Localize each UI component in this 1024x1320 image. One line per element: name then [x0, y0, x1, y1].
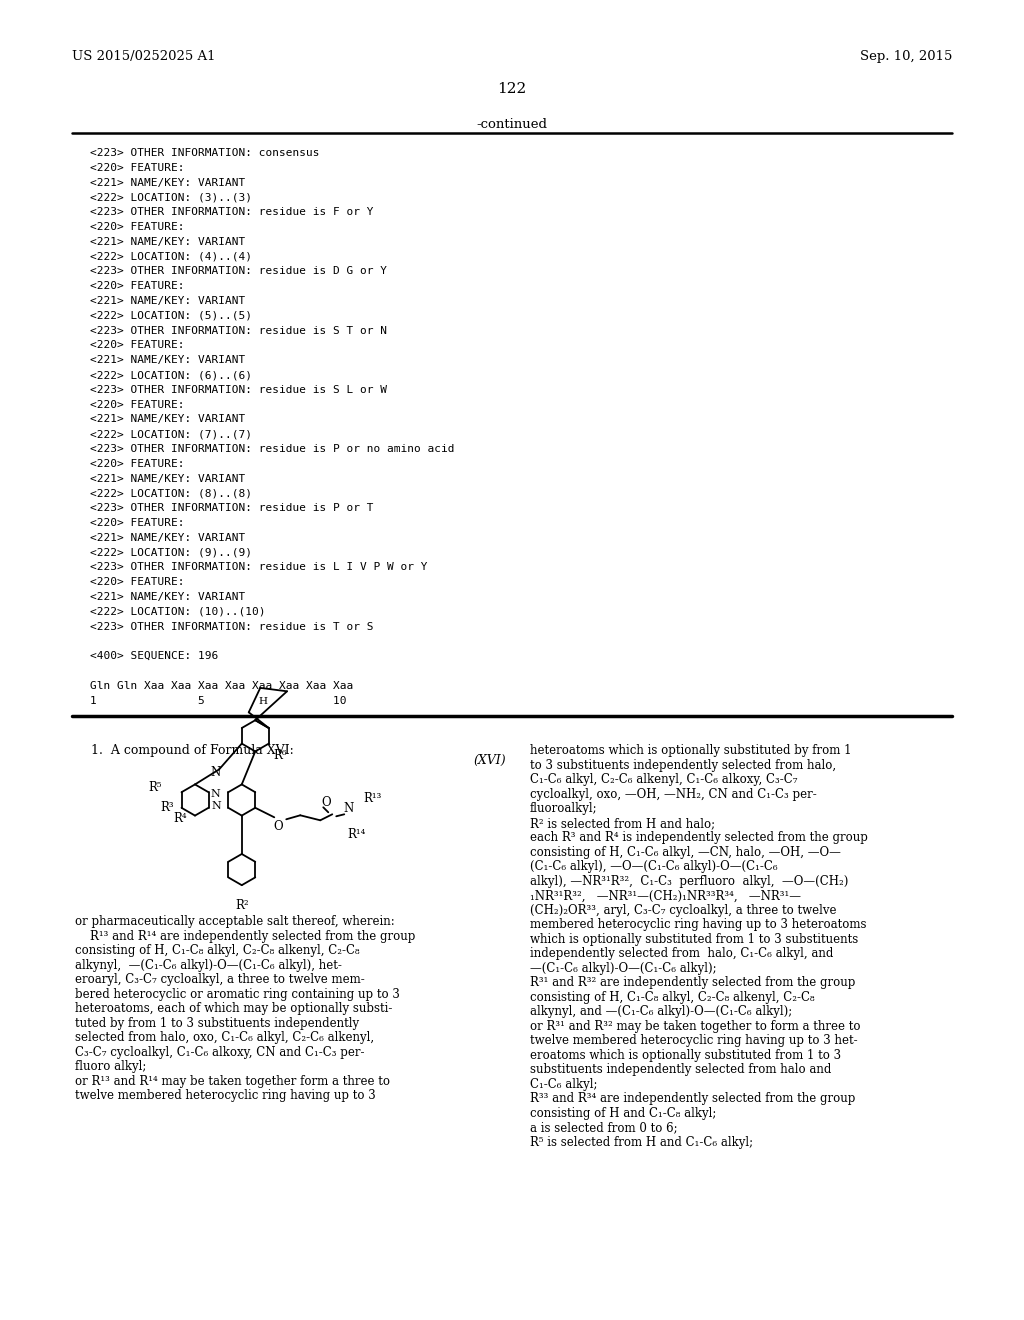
- Text: <223> OTHER INFORMATION: consensus: <223> OTHER INFORMATION: consensus: [90, 148, 319, 158]
- Text: (CH₂)₂OR³³, aryl, C₃-C₇ cycloalkyl, a three to twelve: (CH₂)₂OR³³, aryl, C₃-C₇ cycloalkyl, a th…: [530, 904, 837, 917]
- Text: <223> OTHER INFORMATION: residue is F or Y: <223> OTHER INFORMATION: residue is F or…: [90, 207, 374, 218]
- Text: heteroatoms, each of which may be optionally substi-: heteroatoms, each of which may be option…: [75, 1002, 392, 1015]
- Text: <223> OTHER INFORMATION: residue is P or T: <223> OTHER INFORMATION: residue is P or…: [90, 503, 374, 513]
- Text: <221> NAME/KEY: VARIANT: <221> NAME/KEY: VARIANT: [90, 474, 246, 483]
- Text: tuted by from 1 to 3 substituents independently: tuted by from 1 to 3 substituents indepe…: [75, 1016, 359, 1030]
- Text: <220> FEATURE:: <220> FEATURE:: [90, 281, 184, 292]
- Text: independently selected from  halo, C₁-C₆ alkyl, and: independently selected from halo, C₁-C₆ …: [530, 948, 834, 961]
- Text: <222> LOCATION: (3)..(3): <222> LOCATION: (3)..(3): [90, 193, 252, 202]
- Text: consisting of H, C₁-C₆ alkyl, —CN, halo, —OH, —O—: consisting of H, C₁-C₆ alkyl, —CN, halo,…: [530, 846, 841, 859]
- Text: <223> OTHER INFORMATION: residue is S L or W: <223> OTHER INFORMATION: residue is S L …: [90, 385, 387, 395]
- Text: <221> NAME/KEY: VARIANT: <221> NAME/KEY: VARIANT: [90, 236, 246, 247]
- Text: to 3 substituents independently selected from halo,: to 3 substituents independently selected…: [530, 759, 837, 772]
- Text: eroaryl, C₃-C₇ cycloalkyl, a three to twelve mem-: eroaryl, C₃-C₇ cycloalkyl, a three to tw…: [75, 973, 365, 986]
- Text: 1.  A compound of Formula XVI:: 1. A compound of Formula XVI:: [75, 744, 294, 758]
- Text: consisting of H and C₁-C₈ alkyl;: consisting of H and C₁-C₈ alkyl;: [530, 1107, 717, 1119]
- Text: substituents independently selected from halo and: substituents independently selected from…: [530, 1064, 831, 1076]
- Text: <223> OTHER INFORMATION: residue is T or S: <223> OTHER INFORMATION: residue is T or…: [90, 622, 374, 631]
- Text: <221> NAME/KEY: VARIANT: <221> NAME/KEY: VARIANT: [90, 355, 246, 366]
- Text: <220> FEATURE:: <220> FEATURE:: [90, 459, 184, 469]
- Text: <221> NAME/KEY: VARIANT: <221> NAME/KEY: VARIANT: [90, 533, 246, 543]
- Text: R⁶: R⁶: [273, 748, 288, 762]
- Text: twelve membered heterocyclic ring having up to 3 het-: twelve membered heterocyclic ring having…: [530, 1035, 858, 1047]
- Text: <222> LOCATION: (6)..(6): <222> LOCATION: (6)..(6): [90, 370, 252, 380]
- Text: <220> FEATURE:: <220> FEATURE:: [90, 162, 184, 173]
- Text: R²: R²: [234, 899, 249, 912]
- Text: or R³¹ and R³² may be taken together to form a three to: or R³¹ and R³² may be taken together to …: [530, 1020, 860, 1032]
- Text: -continued: -continued: [476, 117, 548, 131]
- Text: R¹³: R¹³: [364, 792, 382, 805]
- Text: R² is selected from H and halo;: R² is selected from H and halo;: [530, 817, 715, 830]
- Text: (XVI): (XVI): [474, 754, 506, 767]
- Text: C₁-C₆ alkyl;: C₁-C₆ alkyl;: [530, 1078, 597, 1090]
- Text: <221> NAME/KEY: VARIANT: <221> NAME/KEY: VARIANT: [90, 591, 246, 602]
- Text: <220> FEATURE:: <220> FEATURE:: [90, 517, 184, 528]
- Text: R⁵: R⁵: [148, 780, 162, 793]
- Text: C₁-C₆ alkyl, C₂-C₆ alkenyl, C₁-C₆ alkoxy, C₃-C₇: C₁-C₆ alkyl, C₂-C₆ alkenyl, C₁-C₆ alkoxy…: [530, 774, 798, 787]
- Text: O: O: [322, 796, 331, 809]
- Text: R¹⁴: R¹⁴: [347, 828, 366, 841]
- Text: <223> OTHER INFORMATION: residue is S T or N: <223> OTHER INFORMATION: residue is S T …: [90, 326, 387, 335]
- Text: heteroatoms which is optionally substituted by from 1: heteroatoms which is optionally substitu…: [530, 744, 852, 758]
- Text: 122: 122: [498, 82, 526, 96]
- Text: <222> LOCATION: (7)..(7): <222> LOCATION: (7)..(7): [90, 429, 252, 440]
- Text: <222> LOCATION: (5)..(5): <222> LOCATION: (5)..(5): [90, 310, 252, 321]
- Text: <220> FEATURE:: <220> FEATURE:: [90, 400, 184, 409]
- Text: R³¹ and R³² are independently selected from the group: R³¹ and R³² are independently selected f…: [530, 977, 855, 990]
- Text: bered heterocyclic or aromatic ring containing up to 3: bered heterocyclic or aromatic ring cont…: [75, 987, 400, 1001]
- Text: <221> NAME/KEY: VARIANT: <221> NAME/KEY: VARIANT: [90, 296, 246, 306]
- Text: which is optionally substituted from 1 to 3 substituents: which is optionally substituted from 1 t…: [530, 933, 858, 946]
- Text: N: N: [211, 789, 220, 799]
- Text: R⁵ is selected from H and C₁-C₆ alkyl;: R⁵ is selected from H and C₁-C₆ alkyl;: [530, 1137, 753, 1148]
- Text: selected from halo, oxo, C₁-C₆ alkyl, C₂-C₆ alkenyl,: selected from halo, oxo, C₁-C₆ alkyl, C₂…: [75, 1031, 374, 1044]
- Text: <222> LOCATION: (10)..(10): <222> LOCATION: (10)..(10): [90, 607, 265, 616]
- Text: —(C₁-C₆ alkyl)-O—(C₁-C₆ alkyl);: —(C₁-C₆ alkyl)-O—(C₁-C₆ alkyl);: [530, 962, 717, 975]
- Text: membered heterocyclic ring having up to 3 heteroatoms: membered heterocyclic ring having up to …: [530, 919, 866, 932]
- Text: R⁴: R⁴: [173, 812, 187, 825]
- Text: R³³ and R³⁴ are independently selected from the group: R³³ and R³⁴ are independently selected f…: [530, 1093, 855, 1105]
- Text: <400> SEQUENCE: 196: <400> SEQUENCE: 196: [90, 651, 218, 661]
- Text: <222> LOCATION: (4)..(4): <222> LOCATION: (4)..(4): [90, 252, 252, 261]
- Text: <221> NAME/KEY: VARIANT: <221> NAME/KEY: VARIANT: [90, 414, 246, 425]
- Text: N: N: [212, 801, 221, 810]
- Text: consisting of H, C₁-C₈ alkyl, C₂-C₈ alkenyl, C₂-C₈: consisting of H, C₁-C₈ alkyl, C₂-C₈ alke…: [530, 991, 815, 1005]
- Text: <223> OTHER INFORMATION: residue is D G or Y: <223> OTHER INFORMATION: residue is D G …: [90, 267, 387, 276]
- Text: alkyl), —NR³¹R³²,  C₁-C₃  perfluoro  alkyl,  —O—(CH₂): alkyl), —NR³¹R³², C₁-C₃ perfluoro alkyl,…: [530, 875, 848, 888]
- Text: <220> FEATURE:: <220> FEATURE:: [90, 341, 184, 350]
- Text: <222> LOCATION: (8)..(8): <222> LOCATION: (8)..(8): [90, 488, 252, 499]
- Text: Sep. 10, 2015: Sep. 10, 2015: [859, 50, 952, 63]
- Text: alkynyl,  —(C₁-C₆ alkyl)-O—(C₁-C₆ alkyl), het-: alkynyl, —(C₁-C₆ alkyl)-O—(C₁-C₆ alkyl),…: [75, 958, 342, 972]
- Text: (C₁-C₆ alkyl), —O—(C₁-C₆ alkyl)-O—(C₁-C₆: (C₁-C₆ alkyl), —O—(C₁-C₆ alkyl)-O—(C₁-C₆: [530, 861, 777, 874]
- Text: fluoroalkyl;: fluoroalkyl;: [530, 803, 598, 816]
- Text: N: N: [343, 801, 353, 814]
- Text: cycloalkyl, oxo, —OH, —NH₂, CN and C₁-C₃ per-: cycloalkyl, oxo, —OH, —NH₂, CN and C₁-C₃…: [530, 788, 817, 801]
- Text: N: N: [210, 766, 220, 779]
- Text: <222> LOCATION: (9)..(9): <222> LOCATION: (9)..(9): [90, 548, 252, 557]
- Text: <220> FEATURE:: <220> FEATURE:: [90, 222, 184, 232]
- Text: O: O: [273, 820, 283, 833]
- Text: eroatoms which is optionally substituted from 1 to 3: eroatoms which is optionally substituted…: [530, 1049, 841, 1061]
- Text: H: H: [258, 697, 267, 706]
- Text: C₃-C₇ cycloalkyl, C₁-C₆ alkoxy, CN and C₁-C₃ per-: C₃-C₇ cycloalkyl, C₁-C₆ alkoxy, CN and C…: [75, 1045, 365, 1059]
- Text: <221> NAME/KEY: VARIANT: <221> NAME/KEY: VARIANT: [90, 178, 246, 187]
- Text: twelve membered heterocyclic ring having up to 3: twelve membered heterocyclic ring having…: [75, 1089, 376, 1102]
- Text: a is selected from 0 to 6;: a is selected from 0 to 6;: [530, 1122, 678, 1134]
- Text: <223> OTHER INFORMATION: residue is P or no amino acid: <223> OTHER INFORMATION: residue is P or…: [90, 444, 455, 454]
- Text: fluoro alkyl;: fluoro alkyl;: [75, 1060, 146, 1073]
- Text: alkynyl, and —(C₁-C₆ alkyl)-O—(C₁-C₆ alkyl);: alkynyl, and —(C₁-C₆ alkyl)-O—(C₁-C₆ alk…: [530, 1006, 793, 1019]
- Text: consisting of H, C₁-C₈ alkyl, C₂-C₈ alkenyl, C₂-C₈: consisting of H, C₁-C₈ alkyl, C₂-C₈ alke…: [75, 944, 359, 957]
- Text: <220> FEATURE:: <220> FEATURE:: [90, 577, 184, 587]
- Text: 1               5                   10: 1 5 10: [90, 696, 346, 706]
- Text: or R¹³ and R¹⁴ may be taken together form a three to: or R¹³ and R¹⁴ may be taken together for…: [75, 1074, 390, 1088]
- Text: US 2015/0252025 A1: US 2015/0252025 A1: [72, 50, 215, 63]
- Text: each R³ and R⁴ is independently selected from the group: each R³ and R⁴ is independently selected…: [530, 832, 868, 845]
- Text: Gln Gln Xaa Xaa Xaa Xaa Xaa Xaa Xaa Xaa: Gln Gln Xaa Xaa Xaa Xaa Xaa Xaa Xaa Xaa: [90, 681, 353, 690]
- Text: R¹³ and R¹⁴ are independently selected from the group: R¹³ and R¹⁴ are independently selected f…: [75, 929, 416, 942]
- Text: R³: R³: [160, 801, 173, 814]
- Text: or pharmaceutically acceptable salt thereof, wherein:: or pharmaceutically acceptable salt ther…: [75, 915, 394, 928]
- Text: ₁NR³¹R³²,   —NR³¹—(CH₂)₁NR³³R³⁴,   —NR³¹—: ₁NR³¹R³², —NR³¹—(CH₂)₁NR³³R³⁴, —NR³¹—: [530, 890, 801, 903]
- Text: <223> OTHER INFORMATION: residue is L I V P W or Y: <223> OTHER INFORMATION: residue is L I …: [90, 562, 427, 573]
